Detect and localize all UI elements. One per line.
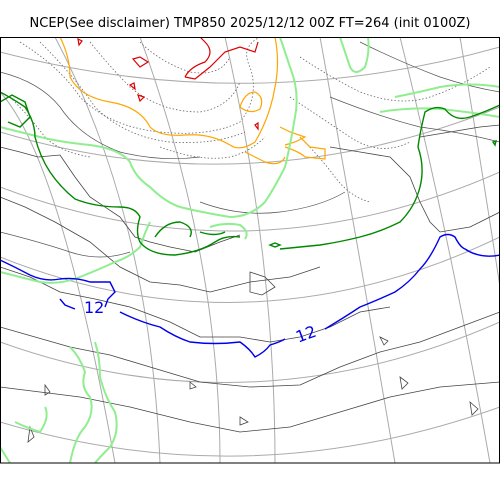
contour-blue xyxy=(0,233,500,358)
contour-dark-green xyxy=(0,91,500,256)
contour-label: 12 xyxy=(84,298,104,317)
map-title: NCEP(See disclaimer) TMP850 2025/12/12 0… xyxy=(29,16,471,31)
map-background xyxy=(0,37,500,463)
thin-isotherms xyxy=(0,41,500,258)
contour-red xyxy=(77,37,259,131)
graticule xyxy=(0,37,500,463)
contour-light-green xyxy=(0,37,500,463)
dotted-isotherms xyxy=(9,37,491,203)
weather-map: 12 12 xyxy=(0,37,500,464)
